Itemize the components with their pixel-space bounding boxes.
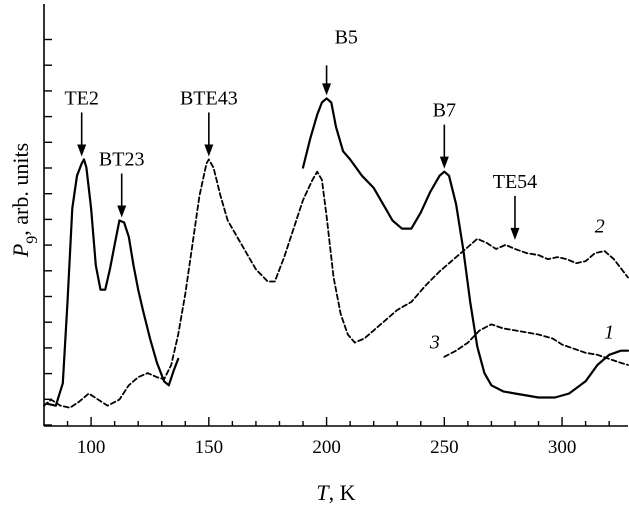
series-3-line [443, 323, 629, 366]
curve-label-1: 1 [604, 322, 614, 344]
annotation-arrow-head [322, 83, 332, 96]
annotation-label: BT23 [99, 149, 145, 171]
annotation-label: TE2 [64, 87, 98, 109]
annotation-arrow-head [510, 227, 520, 240]
annotation-b5: B5 [322, 26, 358, 96]
curve-label-3: 3 [429, 332, 440, 354]
annotation-arrow-head [439, 156, 449, 169]
annotation-arrow-head [204, 144, 214, 157]
annotation-label: B5 [335, 26, 358, 48]
annotation-label: B7 [433, 100, 456, 122]
x-tick-label: 300 [548, 437, 577, 458]
annotation-te2: TE2 [64, 87, 99, 157]
axes: 100 150 200 250 300 [43, 4, 628, 458]
series-2-line [43, 158, 629, 409]
y-axis-label: P9, arb. units [8, 143, 41, 258]
series-1-line [301, 97, 629, 399]
annotation-arrow-head [117, 205, 127, 218]
series-layer [43, 97, 629, 409]
x-tick-label: 100 [77, 437, 106, 458]
x-tick-label: 150 [195, 437, 224, 458]
curve-label-2: 2 [595, 216, 605, 238]
annotation-label: TE54 [493, 171, 537, 193]
annotation-arrow-head [77, 144, 87, 157]
series-1-line [45, 158, 180, 407]
x-axis-label: T, K [316, 480, 355, 505]
annotation-bt23: BT23 [99, 149, 145, 218]
x-tick-label: 250 [430, 437, 459, 458]
annotation-layer: TE2 BT23 BTE43 B5 B7 TE54 [64, 26, 537, 240]
annotation-label: BTE43 [180, 87, 238, 109]
curve-label-layer: 1 2 3 [429, 216, 614, 354]
annotation-bte43: BTE43 [180, 87, 238, 157]
annotation-b7: B7 [433, 100, 456, 169]
annotation-te54: TE54 [493, 171, 537, 240]
x-tick-label: 200 [312, 437, 341, 458]
